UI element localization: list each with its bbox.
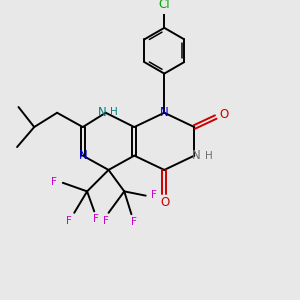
- Text: F: F: [131, 217, 137, 227]
- Text: N: N: [192, 149, 201, 162]
- Text: F: F: [51, 177, 57, 187]
- Text: N: N: [160, 106, 169, 119]
- Text: F: F: [66, 216, 72, 226]
- Text: F: F: [103, 216, 109, 226]
- Text: N: N: [78, 149, 87, 162]
- Text: O: O: [160, 196, 170, 209]
- Text: H: H: [110, 107, 117, 117]
- Text: H: H: [205, 151, 213, 161]
- Text: F: F: [152, 190, 157, 200]
- Text: F: F: [93, 214, 99, 224]
- Text: O: O: [220, 108, 229, 121]
- Text: Cl: Cl: [158, 0, 170, 11]
- Text: N: N: [98, 106, 106, 119]
